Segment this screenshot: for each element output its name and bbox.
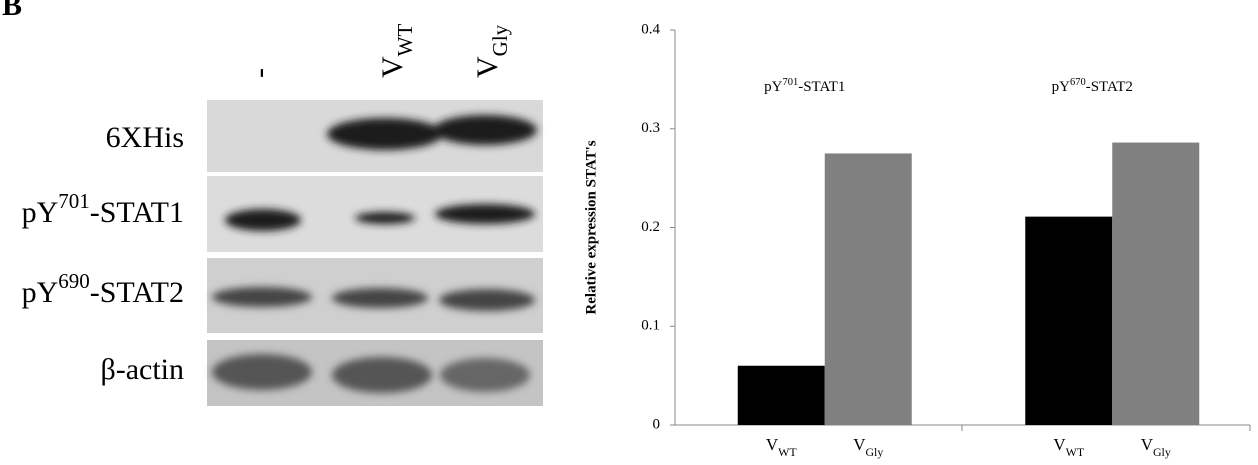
category-label: pY670-STAT2 <box>1052 77 1133 96</box>
blot <box>207 100 543 406</box>
y-tick-label: 0.4 <box>641 21 660 37</box>
band <box>327 118 443 150</box>
band <box>433 115 537 145</box>
bar <box>1112 143 1199 425</box>
series-label: VWT <box>1053 435 1085 459</box>
bar <box>738 366 825 425</box>
band <box>225 209 301 231</box>
y-tick-label: 0.2 <box>641 219 660 235</box>
row-label: pY690-STAT2 <box>22 269 184 309</box>
panel-label: B <box>2 0 22 22</box>
y-axis-label: Relative expression STAT's <box>583 140 599 314</box>
category-label: pY701-STAT1 <box>764 77 845 96</box>
row-label: β-actin <box>100 353 184 386</box>
band <box>435 204 535 224</box>
row-label: 6XHis <box>106 121 184 154</box>
series-label: VGly <box>853 435 883 459</box>
series-label: VWT <box>766 435 798 459</box>
lane-label: VWT <box>376 24 417 78</box>
y-tick-label: 0 <box>653 416 661 432</box>
band <box>439 289 535 311</box>
band <box>355 212 415 224</box>
figure: B - VWT VGly 6XHis pY701-STAT1 pY690-STAT2 β-a… <box>0 0 1258 465</box>
band <box>212 354 312 390</box>
bar <box>825 153 912 425</box>
y-tick-label: 0.3 <box>641 120 660 136</box>
band <box>332 288 428 308</box>
bar <box>1025 217 1112 425</box>
series-label: VGly <box>1141 435 1171 459</box>
row-label: pY701-STAT1 <box>22 189 184 229</box>
lane-label: - <box>243 68 276 78</box>
band <box>332 357 432 393</box>
y-tick-label: 0.1 <box>641 318 660 334</box>
band <box>212 287 312 307</box>
lane-label: VGly <box>471 24 512 78</box>
band <box>440 358 530 392</box>
